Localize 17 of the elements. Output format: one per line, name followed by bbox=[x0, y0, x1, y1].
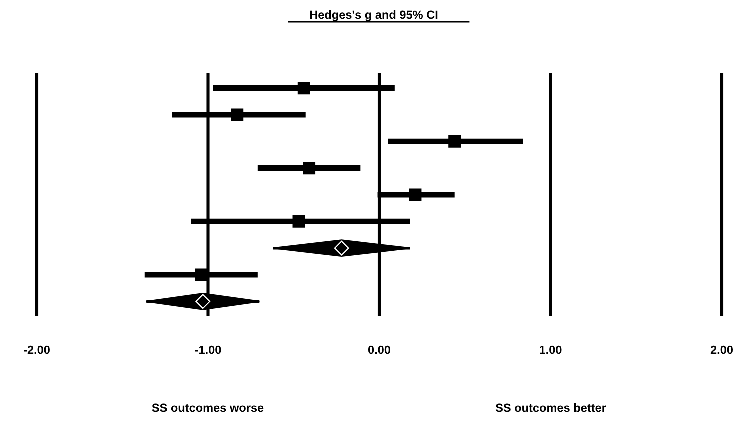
point bbox=[231, 108, 244, 122]
point bbox=[195, 268, 208, 282]
point bbox=[292, 215, 306, 228]
point bbox=[448, 135, 462, 148]
point bbox=[409, 188, 422, 202]
x-tick-label: 0.00 bbox=[368, 346, 391, 354]
chart-title: Hedges's g and 95% CI bbox=[310, 10, 438, 22]
x-tick-label: 1.00 bbox=[540, 346, 562, 354]
point bbox=[303, 162, 316, 175]
point bbox=[298, 82, 310, 95]
x-tick-label: -1.00 bbox=[195, 346, 222, 354]
x-tick-label: 2.00 bbox=[710, 346, 734, 354]
point bbox=[196, 294, 211, 310]
x-tick-label: -2.00 bbox=[24, 346, 50, 354]
point bbox=[334, 240, 350, 256]
text: SS outcomes worse bbox=[152, 404, 264, 412]
text: SS outcomes better bbox=[496, 403, 606, 412]
